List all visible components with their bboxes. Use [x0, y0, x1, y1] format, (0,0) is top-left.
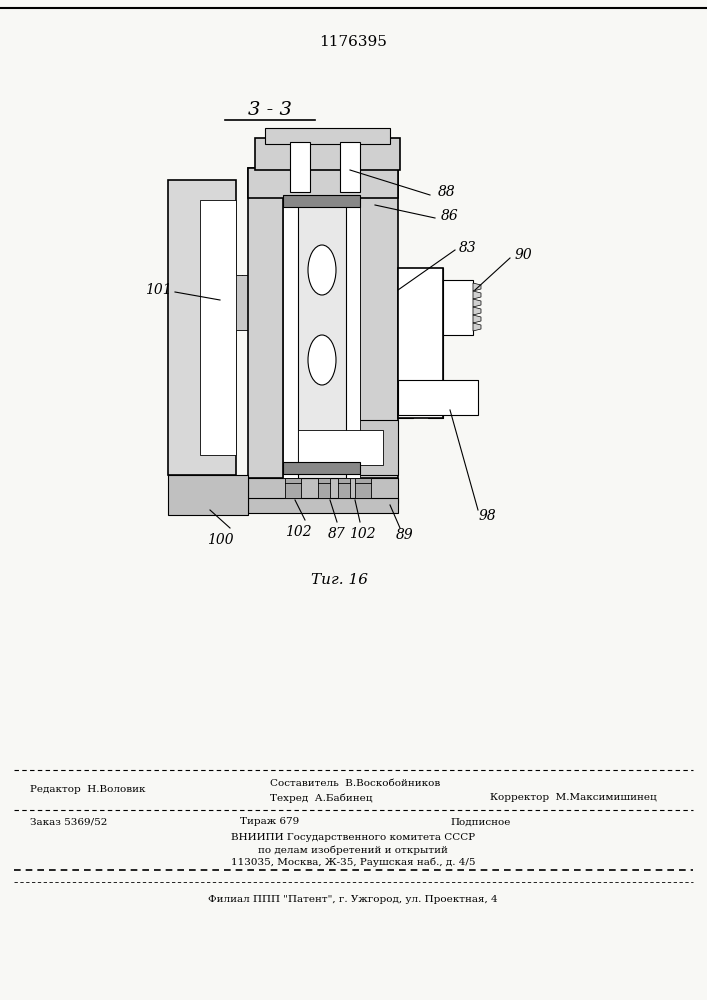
Text: Тираж 679: Тираж 679: [240, 818, 299, 826]
Text: 83: 83: [459, 241, 477, 255]
Bar: [265, 128, 390, 144]
Bar: [360, 168, 398, 478]
Text: Техред  А.Бабинец: Техред А.Бабинец: [270, 793, 373, 803]
Bar: [398, 380, 478, 415]
Text: ВНИИПИ Государственного комитета СССР: ВНИИПИ Государственного комитета СССР: [231, 834, 475, 842]
Bar: [248, 168, 398, 198]
Bar: [248, 168, 283, 478]
Bar: [283, 420, 398, 475]
Text: 89: 89: [396, 528, 414, 542]
Bar: [248, 498, 398, 513]
Bar: [248, 478, 398, 503]
Bar: [220, 275, 248, 330]
Text: 102: 102: [285, 525, 311, 539]
Bar: [398, 380, 478, 392]
Polygon shape: [473, 315, 481, 323]
Bar: [168, 475, 248, 515]
Polygon shape: [473, 291, 481, 299]
Bar: [428, 268, 443, 418]
Bar: [398, 380, 478, 392]
Bar: [283, 420, 398, 475]
Bar: [355, 478, 371, 498]
Text: Редактор  Н.Воловик: Редактор Н.Воловик: [30, 786, 146, 794]
Bar: [360, 168, 398, 478]
Polygon shape: [473, 307, 481, 315]
Text: 86: 86: [441, 209, 459, 223]
Bar: [248, 498, 398, 513]
Bar: [200, 200, 236, 455]
Ellipse shape: [308, 335, 336, 385]
Bar: [255, 138, 400, 170]
Bar: [265, 128, 390, 144]
Bar: [290, 142, 310, 192]
Text: Τиг. 16: Τиг. 16: [312, 573, 368, 587]
Bar: [398, 268, 413, 418]
Text: Заказ 5369/52: Заказ 5369/52: [30, 818, 107, 826]
Bar: [338, 478, 350, 498]
Text: 102: 102: [349, 527, 375, 541]
Text: 98: 98: [478, 509, 496, 523]
Bar: [283, 198, 360, 478]
Bar: [283, 195, 360, 207]
Text: 88: 88: [438, 185, 456, 199]
Bar: [398, 268, 413, 418]
Bar: [220, 275, 248, 330]
Bar: [168, 475, 248, 515]
Bar: [318, 478, 330, 498]
Text: по делам изобретений и открытий: по делам изобретений и открытий: [258, 845, 448, 855]
Bar: [443, 280, 473, 335]
Ellipse shape: [308, 245, 336, 295]
Bar: [248, 168, 283, 478]
Bar: [398, 268, 443, 418]
Bar: [340, 142, 360, 192]
Polygon shape: [473, 283, 481, 291]
Bar: [248, 168, 398, 198]
Bar: [255, 138, 400, 170]
Bar: [168, 180, 236, 475]
Polygon shape: [473, 299, 481, 307]
Text: 1176395: 1176395: [319, 35, 387, 49]
Bar: [298, 430, 383, 465]
Polygon shape: [473, 323, 481, 331]
Text: 113035, Москва, Ж-35, Раушская наб., д. 4/5: 113035, Москва, Ж-35, Раушская наб., д. …: [230, 857, 475, 867]
Text: Составитель  В.Воскобойников: Составитель В.Воскобойников: [270, 780, 440, 788]
Bar: [285, 478, 301, 498]
Text: Подписное: Подписное: [450, 818, 510, 826]
Text: 87: 87: [328, 527, 346, 541]
Bar: [248, 478, 398, 503]
Bar: [168, 180, 236, 475]
Text: 101: 101: [145, 283, 171, 297]
Bar: [298, 198, 346, 478]
Text: Корректор  М.Максимишинец: Корректор М.Максимишинец: [490, 794, 657, 802]
Text: 100: 100: [206, 533, 233, 547]
Bar: [283, 462, 360, 474]
Text: Филиал ППП "Патент", г. Ужгород, ул. Проектная, 4: Филиал ППП "Патент", г. Ужгород, ул. Про…: [208, 896, 498, 904]
Text: 3 - 3: 3 - 3: [248, 101, 292, 119]
Text: 90: 90: [514, 248, 532, 262]
Bar: [428, 268, 443, 418]
